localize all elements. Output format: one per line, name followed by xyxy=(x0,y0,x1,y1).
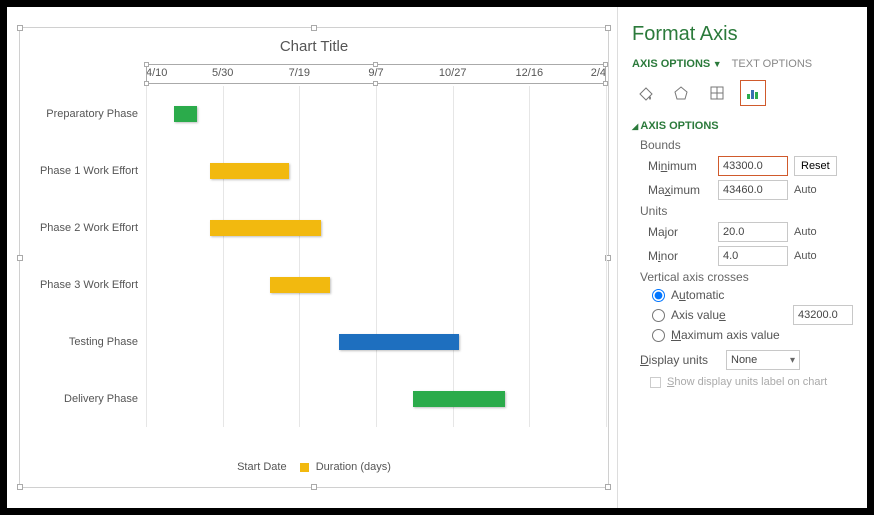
y-axis-labels: Preparatory Phase Phase 1 Work Effort Phas… xyxy=(20,86,144,427)
category-label: Phase 3 Work Effort xyxy=(40,279,138,291)
category-label: Testing Phase xyxy=(69,336,138,348)
resize-handle[interactable] xyxy=(311,484,317,490)
x-axis-selection[interactable] xyxy=(146,64,606,84)
reset-button[interactable]: Reset xyxy=(794,156,837,176)
gantt-bar[interactable] xyxy=(210,163,288,179)
legend-swatch-duration xyxy=(300,463,309,472)
fill-icon[interactable] xyxy=(632,80,658,106)
minor-label: Minor xyxy=(648,249,712,263)
display-units-label: Display units xyxy=(640,353,720,367)
gridline xyxy=(146,86,147,427)
resize-handle[interactable] xyxy=(605,484,611,490)
format-axis-panel: Format Axis AXIS OPTIONS TEXT OPTIONS AX… xyxy=(617,7,867,508)
legend-start-label: Start Date xyxy=(237,461,287,473)
legend[interactable]: Start Date Duration (days) xyxy=(20,461,608,473)
show-units-check-row: Show display units label on chart xyxy=(650,376,853,388)
show-units-checkbox xyxy=(650,377,661,388)
chart-title[interactable]: Chart Title xyxy=(20,28,608,61)
size-icon[interactable] xyxy=(704,80,730,106)
panel-tabs: AXIS OPTIONS TEXT OPTIONS xyxy=(632,58,853,70)
major-label: Major xyxy=(648,225,712,239)
radio-automatic[interactable] xyxy=(652,289,665,302)
plot-area[interactable] xyxy=(146,86,606,427)
gridline xyxy=(299,86,300,427)
app-frame: Chart Title 4/105/307/199/710/2712/162/4… xyxy=(7,7,867,508)
gantt-bar[interactable] xyxy=(339,334,459,350)
max-label: Maximum xyxy=(648,183,712,197)
gridline xyxy=(529,86,530,427)
major-input[interactable] xyxy=(718,222,788,242)
category-label: Phase 1 Work Effort xyxy=(40,165,138,177)
vcross-label: Vertical axis crosses xyxy=(640,270,853,284)
effects-icon[interactable] xyxy=(668,80,694,106)
min-label: Minimum xyxy=(648,159,712,173)
section-axis-options[interactable]: AXIS OPTIONS xyxy=(632,120,853,132)
chart-area: Chart Title 4/105/307/199/710/2712/162/4… xyxy=(7,7,617,508)
gridline xyxy=(376,86,377,427)
min-input[interactable] xyxy=(718,156,788,176)
chart-container[interactable]: Chart Title 4/105/307/199/710/2712/162/4… xyxy=(19,27,609,488)
category-label: Phase 2 Work Effort xyxy=(40,222,138,234)
minor-input[interactable] xyxy=(718,246,788,266)
resize-handle[interactable] xyxy=(17,484,23,490)
category-label: Preparatory Phase xyxy=(46,108,138,120)
gantt-bar[interactable] xyxy=(210,220,320,236)
axis-icon[interactable] xyxy=(740,80,766,106)
radio-max-axis[interactable] xyxy=(652,329,665,342)
gridline xyxy=(453,86,454,427)
display-units-select[interactable]: None xyxy=(726,350,800,370)
major-auto: Auto xyxy=(794,226,826,238)
gantt-bar[interactable] xyxy=(270,277,330,293)
panel-title: Format Axis xyxy=(632,23,853,46)
category-label: Delivery Phase xyxy=(64,393,138,405)
panel-icon-row xyxy=(632,80,853,106)
gridline xyxy=(223,86,224,427)
resize-handle[interactable] xyxy=(605,25,611,31)
tab-axis-options[interactable]: AXIS OPTIONS xyxy=(632,58,722,70)
gantt-bar[interactable] xyxy=(413,391,505,407)
resize-handle[interactable] xyxy=(311,25,317,31)
minor-auto: Auto xyxy=(794,250,826,262)
axis-value-input[interactable] xyxy=(793,305,853,325)
resize-handle[interactable] xyxy=(17,25,23,31)
max-input[interactable] xyxy=(718,180,788,200)
show-units-label: Show display units label on chart xyxy=(667,376,827,388)
units-label: Units xyxy=(640,204,853,218)
tab-text-options[interactable]: TEXT OPTIONS xyxy=(732,58,812,70)
legend-duration-label: Duration (days) xyxy=(316,461,391,473)
max-auto: Auto xyxy=(794,184,826,196)
gantt-bar[interactable] xyxy=(174,106,197,122)
bounds-label: Bounds xyxy=(640,138,853,152)
radio-max-axis-label: Maximum axis value xyxy=(671,328,780,342)
gridline xyxy=(606,86,607,427)
radio-automatic-label: Automatic xyxy=(671,288,724,302)
radio-axis-value-label: Axis value xyxy=(671,308,726,322)
radio-axis-value[interactable] xyxy=(652,309,665,322)
